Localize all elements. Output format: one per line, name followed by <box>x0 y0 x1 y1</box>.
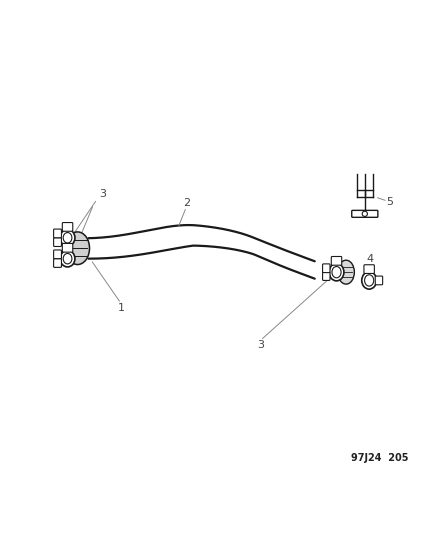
Circle shape <box>362 211 367 216</box>
FancyBboxPatch shape <box>53 229 61 238</box>
FancyBboxPatch shape <box>62 244 73 252</box>
Text: 4: 4 <box>367 254 374 264</box>
Text: 1: 1 <box>117 303 124 313</box>
FancyBboxPatch shape <box>53 259 61 268</box>
Text: 97J24  205: 97J24 205 <box>351 453 409 463</box>
Ellipse shape <box>362 272 377 289</box>
Text: 3: 3 <box>257 340 264 350</box>
FancyBboxPatch shape <box>364 265 374 273</box>
Text: 2: 2 <box>183 198 190 207</box>
Ellipse shape <box>329 263 344 281</box>
FancyBboxPatch shape <box>322 272 330 280</box>
FancyBboxPatch shape <box>62 223 73 231</box>
Ellipse shape <box>60 230 75 246</box>
Ellipse shape <box>66 232 89 264</box>
Text: 3: 3 <box>99 189 106 199</box>
FancyBboxPatch shape <box>322 264 330 272</box>
FancyBboxPatch shape <box>53 238 61 246</box>
Ellipse shape <box>60 251 75 267</box>
Text: 5: 5 <box>387 197 393 207</box>
FancyBboxPatch shape <box>352 211 378 217</box>
FancyBboxPatch shape <box>375 276 383 285</box>
Ellipse shape <box>338 260 354 284</box>
FancyBboxPatch shape <box>331 256 342 265</box>
FancyBboxPatch shape <box>53 250 61 259</box>
